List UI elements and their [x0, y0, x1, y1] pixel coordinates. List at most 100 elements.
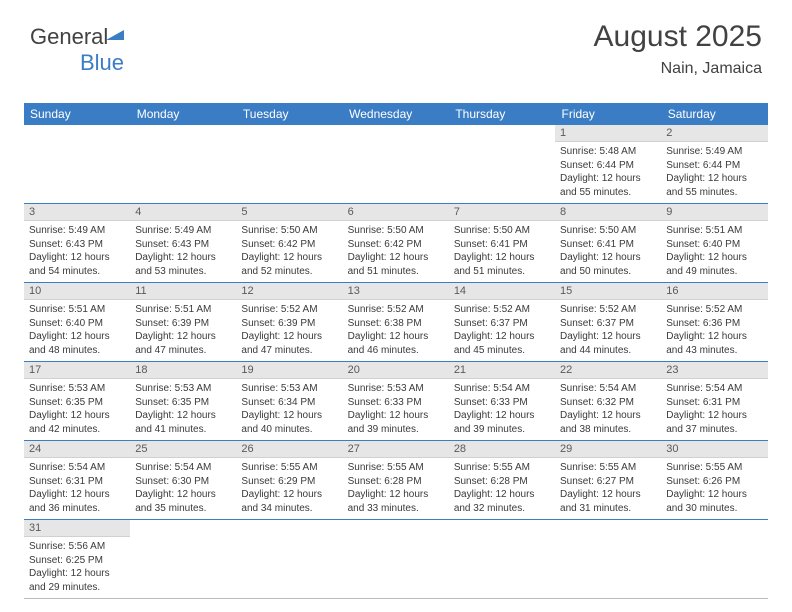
- daylight-text: Daylight: 12 hours and 49 minutes.: [666, 251, 762, 278]
- calendar-cell: 14Sunrise: 5:52 AMSunset: 6:37 PMDayligh…: [449, 283, 555, 362]
- sunset-text: Sunset: 6:44 PM: [666, 159, 762, 173]
- day-details: Sunrise: 5:50 AMSunset: 6:41 PMDaylight:…: [555, 221, 661, 282]
- day-number: 8: [555, 204, 661, 221]
- day-details: Sunrise: 5:51 AMSunset: 6:40 PMDaylight:…: [661, 221, 767, 282]
- daylight-text: Daylight: 12 hours and 44 minutes.: [560, 330, 656, 357]
- day-details: Sunrise: 5:51 AMSunset: 6:39 PMDaylight:…: [130, 300, 236, 361]
- calendar-cell: 8Sunrise: 5:50 AMSunset: 6:41 PMDaylight…: [555, 204, 661, 283]
- calendar-cell: 9Sunrise: 5:51 AMSunset: 6:40 PMDaylight…: [661, 204, 767, 283]
- day-number: 18: [130, 362, 236, 379]
- sunset-text: Sunset: 6:32 PM: [560, 396, 656, 410]
- calendar-cell: 2Sunrise: 5:49 AMSunset: 6:44 PMDaylight…: [661, 125, 767, 204]
- calendar-cell: 24Sunrise: 5:54 AMSunset: 6:31 PMDayligh…: [24, 441, 130, 520]
- calendar-cell: 21Sunrise: 5:54 AMSunset: 6:33 PMDayligh…: [449, 362, 555, 441]
- sunrise-text: Sunrise: 5:50 AM: [560, 224, 656, 238]
- day-number: 12: [236, 283, 342, 300]
- sunset-text: Sunset: 6:39 PM: [135, 317, 231, 331]
- sunset-text: Sunset: 6:33 PM: [348, 396, 444, 410]
- calendar-cell: 26Sunrise: 5:55 AMSunset: 6:29 PMDayligh…: [236, 441, 342, 520]
- day-details: Sunrise: 5:54 AMSunset: 6:32 PMDaylight:…: [555, 379, 661, 440]
- day-details: Sunrise: 5:50 AMSunset: 6:41 PMDaylight:…: [449, 221, 555, 282]
- header: August 2025 Nain, Jamaica: [594, 20, 762, 78]
- day-header-wednesday: Wednesday: [343, 103, 449, 125]
- day-number: 31: [24, 520, 130, 537]
- day-header-row: Sunday Monday Tuesday Wednesday Thursday…: [24, 103, 768, 125]
- calendar-cell: [343, 520, 449, 599]
- day-details: Sunrise: 5:55 AMSunset: 6:26 PMDaylight:…: [661, 458, 767, 519]
- day-number: 13: [343, 283, 449, 300]
- sunrise-text: Sunrise: 5:50 AM: [454, 224, 550, 238]
- sunset-text: Sunset: 6:27 PM: [560, 475, 656, 489]
- day-number: 29: [555, 441, 661, 458]
- calendar-cell: 23Sunrise: 5:54 AMSunset: 6:31 PMDayligh…: [661, 362, 767, 441]
- sunrise-text: Sunrise: 5:53 AM: [241, 382, 337, 396]
- sunset-text: Sunset: 6:43 PM: [29, 238, 125, 252]
- day-details: Sunrise: 5:49 AMSunset: 6:43 PMDaylight:…: [130, 221, 236, 282]
- sunrise-text: Sunrise: 5:53 AM: [348, 382, 444, 396]
- sunset-text: Sunset: 6:44 PM: [560, 159, 656, 173]
- day-details: Sunrise: 5:53 AMSunset: 6:35 PMDaylight:…: [24, 379, 130, 440]
- day-number: 5: [236, 204, 342, 221]
- day-number: 22: [555, 362, 661, 379]
- day-number: 25: [130, 441, 236, 458]
- sunrise-text: Sunrise: 5:55 AM: [348, 461, 444, 475]
- sunrise-text: Sunrise: 5:52 AM: [454, 303, 550, 317]
- calendar-row: 1Sunrise: 5:48 AMSunset: 6:44 PMDaylight…: [24, 125, 768, 204]
- sunset-text: Sunset: 6:28 PM: [454, 475, 550, 489]
- sunset-text: Sunset: 6:30 PM: [135, 475, 231, 489]
- sunrise-text: Sunrise: 5:49 AM: [666, 145, 762, 159]
- day-details: Sunrise: 5:53 AMSunset: 6:34 PMDaylight:…: [236, 379, 342, 440]
- sunrise-text: Sunrise: 5:52 AM: [666, 303, 762, 317]
- day-number: 19: [236, 362, 342, 379]
- sunrise-text: Sunrise: 5:55 AM: [454, 461, 550, 475]
- sunset-text: Sunset: 6:40 PM: [666, 238, 762, 252]
- day-number: 3: [24, 204, 130, 221]
- day-number: 23: [661, 362, 767, 379]
- calendar-cell: 20Sunrise: 5:53 AMSunset: 6:33 PMDayligh…: [343, 362, 449, 441]
- sunset-text: Sunset: 6:42 PM: [241, 238, 337, 252]
- day-number: 4: [130, 204, 236, 221]
- calendar-cell: 13Sunrise: 5:52 AMSunset: 6:38 PMDayligh…: [343, 283, 449, 362]
- day-number: 30: [661, 441, 767, 458]
- calendar-cell: 28Sunrise: 5:55 AMSunset: 6:28 PMDayligh…: [449, 441, 555, 520]
- sunrise-text: Sunrise: 5:56 AM: [29, 540, 125, 554]
- sunrise-text: Sunrise: 5:52 AM: [348, 303, 444, 317]
- calendar-cell: 7Sunrise: 5:50 AMSunset: 6:41 PMDaylight…: [449, 204, 555, 283]
- day-number: 15: [555, 283, 661, 300]
- location-label: Nain, Jamaica: [594, 60, 762, 78]
- daylight-text: Daylight: 12 hours and 50 minutes.: [560, 251, 656, 278]
- calendar-row: 3Sunrise: 5:49 AMSunset: 6:43 PMDaylight…: [24, 204, 768, 283]
- calendar-cell: 11Sunrise: 5:51 AMSunset: 6:39 PMDayligh…: [130, 283, 236, 362]
- sunset-text: Sunset: 6:37 PM: [560, 317, 656, 331]
- calendar-cell: [130, 125, 236, 204]
- day-number: 20: [343, 362, 449, 379]
- daylight-text: Daylight: 12 hours and 46 minutes.: [348, 330, 444, 357]
- day-details: Sunrise: 5:54 AMSunset: 6:30 PMDaylight:…: [130, 458, 236, 519]
- sunrise-text: Sunrise: 5:54 AM: [454, 382, 550, 396]
- daylight-text: Daylight: 12 hours and 36 minutes.: [29, 488, 125, 515]
- daylight-text: Daylight: 12 hours and 51 minutes.: [454, 251, 550, 278]
- daylight-text: Daylight: 12 hours and 30 minutes.: [666, 488, 762, 515]
- day-number: 9: [661, 204, 767, 221]
- day-details: Sunrise: 5:56 AMSunset: 6:25 PMDaylight:…: [24, 537, 130, 598]
- calendar-cell: [236, 520, 342, 599]
- calendar-cell: 17Sunrise: 5:53 AMSunset: 6:35 PMDayligh…: [24, 362, 130, 441]
- day-number: 14: [449, 283, 555, 300]
- daylight-text: Daylight: 12 hours and 33 minutes.: [348, 488, 444, 515]
- daylight-text: Daylight: 12 hours and 35 minutes.: [135, 488, 231, 515]
- sunrise-text: Sunrise: 5:54 AM: [29, 461, 125, 475]
- daylight-text: Daylight: 12 hours and 45 minutes.: [454, 330, 550, 357]
- sunrise-text: Sunrise: 5:55 AM: [666, 461, 762, 475]
- day-header-thursday: Thursday: [449, 103, 555, 125]
- day-number: 16: [661, 283, 767, 300]
- daylight-text: Daylight: 12 hours and 51 minutes.: [348, 251, 444, 278]
- sunset-text: Sunset: 6:33 PM: [454, 396, 550, 410]
- sunrise-text: Sunrise: 5:50 AM: [348, 224, 444, 238]
- sunset-text: Sunset: 6:34 PM: [241, 396, 337, 410]
- calendar-cell: 22Sunrise: 5:54 AMSunset: 6:32 PMDayligh…: [555, 362, 661, 441]
- sunset-text: Sunset: 6:35 PM: [29, 396, 125, 410]
- daylight-text: Daylight: 12 hours and 37 minutes.: [666, 409, 762, 436]
- sunrise-text: Sunrise: 5:50 AM: [241, 224, 337, 238]
- daylight-text: Daylight: 12 hours and 55 minutes.: [560, 172, 656, 199]
- calendar-cell: 29Sunrise: 5:55 AMSunset: 6:27 PMDayligh…: [555, 441, 661, 520]
